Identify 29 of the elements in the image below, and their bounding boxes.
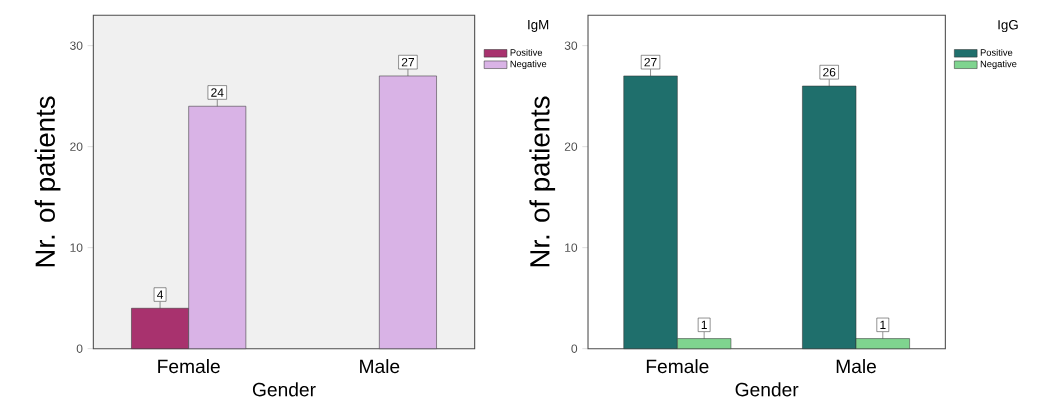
y-tick-label: 0 bbox=[76, 344, 83, 353]
y-tick-label: 30 bbox=[564, 41, 578, 50]
y-tick-label: 20 bbox=[564, 142, 578, 151]
legend-label: Positive bbox=[510, 48, 543, 56]
data-label: 1 bbox=[880, 320, 886, 329]
y-axis-title: Nr. of patients bbox=[34, 96, 61, 267]
y-axis-title: Nr. of patients bbox=[529, 96, 556, 267]
legend-title: IgM bbox=[528, 20, 549, 32]
x-tick-label: Male bbox=[360, 359, 400, 374]
legend-label: Negative bbox=[510, 60, 547, 70]
data-label: 27 bbox=[401, 57, 414, 67]
x-tick-label: Male bbox=[836, 359, 876, 374]
data-label: 27 bbox=[644, 57, 657, 67]
legend-label: Negative bbox=[980, 60, 1017, 70]
y-tick-label: 20 bbox=[70, 142, 83, 151]
legend-title: IgG bbox=[998, 20, 1018, 33]
data-label: 26 bbox=[823, 67, 836, 77]
y-tick-label: 10 bbox=[565, 243, 578, 252]
data-label: 4 bbox=[157, 290, 164, 299]
x-axis-title: Gender bbox=[252, 382, 316, 397]
x-tick-label: Female bbox=[158, 359, 220, 374]
y-tick-label: 10 bbox=[70, 243, 83, 252]
data-label: 1 bbox=[701, 320, 707, 329]
data-label: 24 bbox=[211, 88, 224, 97]
legend-label: Positive bbox=[980, 48, 1013, 56]
y-tick-label: 0 bbox=[571, 344, 578, 353]
y-tick-label: 30 bbox=[70, 41, 83, 50]
x-tick-label: Female bbox=[646, 359, 709, 374]
x-axis-title: Gender bbox=[735, 382, 799, 397]
